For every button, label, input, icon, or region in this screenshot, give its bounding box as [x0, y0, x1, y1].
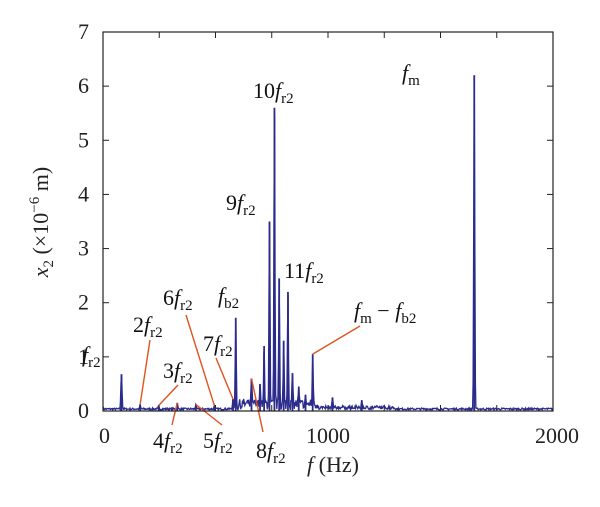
annotation-label: fm [402, 60, 420, 89]
y-tick-label: 7 [78, 19, 89, 44]
y-tick-label: 1 [78, 344, 89, 369]
x-tick-label: 0 [99, 423, 110, 448]
y-tick-label: 3 [78, 236, 89, 261]
annotation-leader [195, 403, 223, 426]
annotation-label: 10fr2 [253, 78, 294, 107]
annotation-label: 2fr2 [133, 312, 163, 341]
annotation-leader [158, 384, 179, 407]
annotation-leader [139, 339, 151, 405]
plot-frame [102, 31, 554, 412]
annotation-leader [215, 357, 234, 400]
annotation-leader [312, 325, 361, 355]
y-tick-label: 6 [78, 73, 89, 98]
y-tick-label: 0 [78, 398, 89, 423]
annotation-label: 8fr2 [256, 438, 286, 467]
annotation-label: fr2 [82, 342, 101, 371]
y-tick-label: 2 [78, 290, 89, 315]
annotation-label: 11fr2 [284, 258, 324, 287]
x-tick-label: 1000 [306, 423, 350, 448]
x-tick-label: 2000 [535, 423, 579, 448]
y-tick-label: 4 [78, 181, 89, 206]
annotation-leader [171, 402, 178, 426]
annotation-label: fb2 [218, 283, 239, 312]
annotation-label: 4fr2 [153, 428, 183, 457]
y-axis-label: x2 (×10−6 m) [27, 167, 57, 278]
annotation-leader [250, 378, 264, 433]
annotation-leader [185, 314, 216, 406]
annotation-label: 9fr2 [226, 190, 256, 219]
annotation-label: 6fr2 [163, 285, 193, 314]
y-tick-label: 5 [78, 127, 89, 152]
annotation-label: 7fr2 [203, 331, 233, 360]
annotation-label: 3fr2 [163, 358, 193, 387]
annotation-label: 5fr2 [203, 428, 233, 457]
annotation-label: fm − fb2 [354, 298, 416, 327]
x-axis-label: f (Hz) [307, 452, 359, 477]
